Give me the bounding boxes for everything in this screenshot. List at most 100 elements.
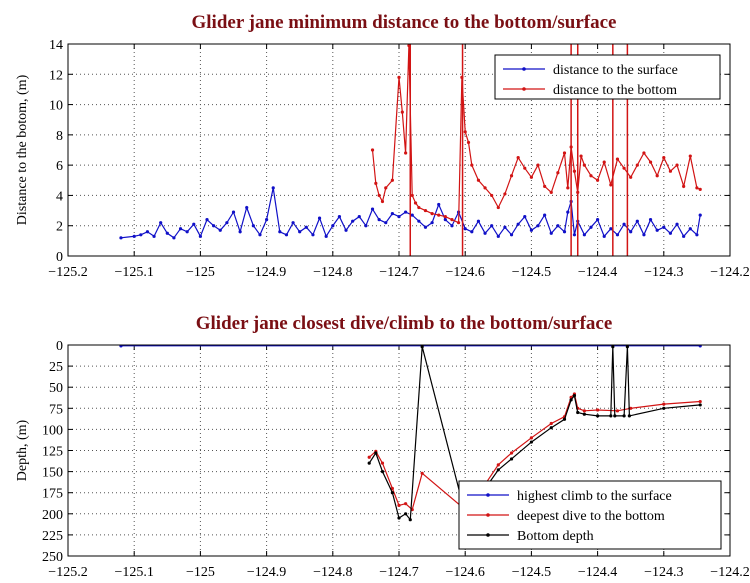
x-tick-label: −125.2: [48, 565, 87, 580]
axes-frame: [67, 344, 731, 557]
data-point: [662, 225, 666, 229]
data-point: [613, 414, 617, 418]
data-point: [377, 193, 381, 198]
legend-label: highest climb to the surface: [517, 489, 672, 504]
data-point: [390, 178, 394, 182]
data-point: [470, 163, 474, 167]
data-point: [556, 171, 560, 175]
data-point: [159, 221, 163, 225]
data-point: [609, 183, 613, 187]
x-tick-label: −124.6: [445, 265, 484, 280]
data-point: [562, 230, 567, 234]
data-point: [404, 502, 408, 506]
legend-marker: [522, 67, 526, 71]
data-point: [615, 157, 620, 161]
data-point: [662, 402, 666, 406]
x-tick-label: −124.5: [512, 265, 551, 280]
data-point: [443, 215, 447, 219]
data-point: [192, 222, 196, 226]
data-point: [695, 186, 699, 190]
x-tick-label: −124.2: [710, 565, 749, 580]
data-point: [682, 184, 686, 188]
data-point: [655, 228, 659, 232]
data-point: [225, 221, 229, 225]
data-point: [384, 221, 388, 225]
data-point: [698, 187, 702, 191]
data-point: [423, 225, 428, 229]
data-point: [258, 233, 262, 237]
data-point: [185, 230, 189, 234]
y-axis-label: Depth, (m): [15, 419, 30, 481]
series-line: [120, 187, 701, 239]
data-point: [596, 178, 600, 182]
x-tick-label: −124.9: [247, 565, 286, 580]
y-tick-label: 6: [56, 159, 63, 174]
data-point: [298, 230, 302, 234]
data-point: [417, 219, 421, 223]
data-point: [629, 406, 633, 410]
data-point: [635, 163, 639, 167]
legend-marker: [486, 533, 490, 537]
data-point: [178, 227, 183, 231]
data-point: [589, 225, 593, 229]
x-tick-label: −124.8: [313, 565, 352, 580]
data-point: [688, 227, 692, 231]
data-point: [397, 75, 401, 79]
data-point: [509, 457, 514, 461]
data-point: [390, 212, 394, 216]
data-point: [648, 218, 653, 222]
x-tick-label: −124.2: [710, 265, 749, 280]
data-point: [404, 512, 408, 516]
data-point: [549, 190, 553, 194]
data-point: [509, 451, 514, 455]
data-point: [380, 461, 385, 465]
data-point: [430, 221, 434, 225]
data-point: [476, 219, 481, 223]
data-point: [397, 516, 401, 520]
data-point: [380, 199, 385, 204]
data-point: [523, 166, 527, 170]
data-point: [476, 178, 481, 182]
data-point: [384, 186, 388, 190]
data-point: [556, 224, 560, 228]
data-point: [496, 205, 500, 210]
data-point: [331, 224, 335, 228]
data-point: [602, 160, 606, 164]
data-point: [609, 227, 613, 231]
data-point: [357, 215, 361, 219]
data-point: [675, 222, 679, 226]
data-point: [562, 417, 567, 421]
data-point: [662, 406, 666, 410]
data-point: [231, 210, 236, 214]
data-point: [132, 234, 136, 238]
x-tick-label: −124.7: [379, 265, 418, 280]
legend: highest climb to the surface deepest dive…: [458, 480, 722, 550]
data-point: [404, 151, 408, 155]
y-tick-label: 0: [56, 250, 63, 265]
data-point: [698, 213, 702, 217]
data-point: [456, 221, 461, 225]
legend-label: distance to the bottom: [553, 83, 677, 98]
data-point: [443, 218, 447, 222]
data-point: [572, 394, 577, 398]
data-point: [397, 215, 401, 219]
data-point: [351, 219, 355, 223]
chart-panel-2: Glider jane closest dive/climb to the bo…: [15, 313, 750, 580]
data-point: [390, 491, 394, 495]
data-point: [324, 234, 328, 238]
series-distance-to-the-surface: [119, 186, 702, 240]
data-point: [165, 231, 169, 235]
data-point: [509, 233, 514, 237]
data-point: [466, 140, 471, 145]
data-point: [562, 151, 567, 155]
legend-marker: [486, 513, 490, 517]
data-point: [529, 175, 534, 179]
y-tick-label: 125: [42, 445, 63, 460]
data-point: [543, 184, 547, 188]
legend-marker: [486, 493, 490, 497]
data-point: [410, 193, 414, 198]
data-point: [284, 233, 289, 237]
x-tick-label: −125: [186, 565, 215, 580]
y-tick-label: 2: [56, 220, 63, 235]
